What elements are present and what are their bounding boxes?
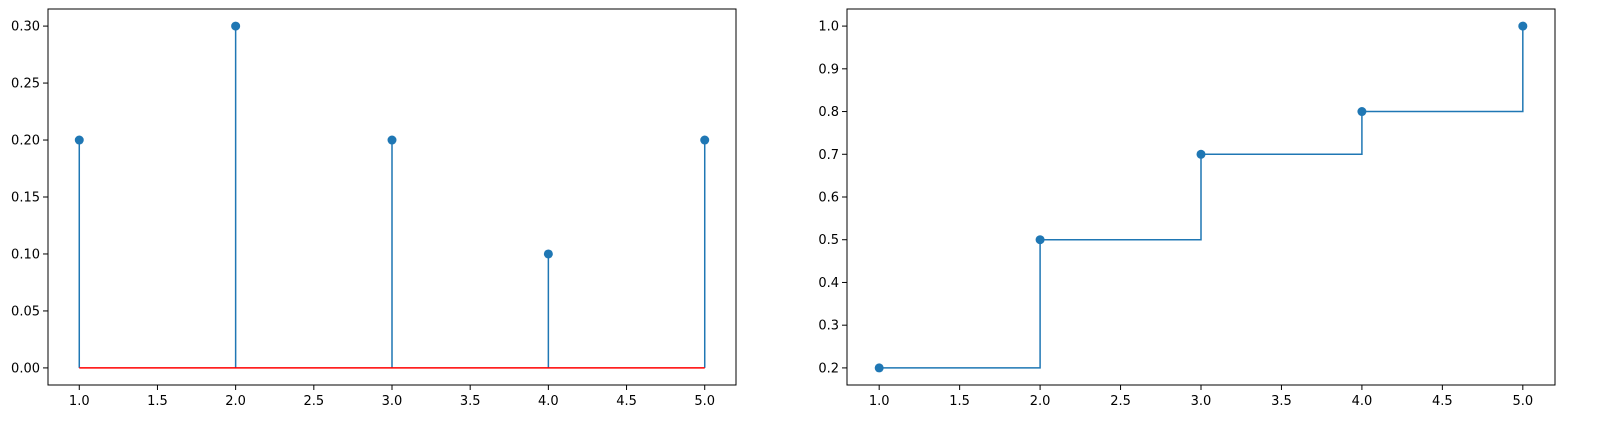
- y-tick-label: 0.15: [11, 191, 40, 206]
- x-tick-label: 4.0: [538, 394, 559, 409]
- y-tick-label: 0.10: [11, 247, 40, 262]
- x-tick-label: 1.5: [147, 394, 168, 409]
- y-tick-label: 0.2: [818, 361, 839, 376]
- x-tick-label: 5.0: [1512, 394, 1533, 409]
- y-tick-label: 0.25: [11, 77, 40, 92]
- x-tick-label: 4.5: [616, 394, 637, 409]
- step-marker: [874, 363, 884, 373]
- y-tick-label: 0.6: [818, 191, 839, 206]
- x-tick-label: 5.0: [694, 394, 715, 409]
- y-tick-label: 0.7: [818, 148, 839, 163]
- x-tick-label: 1.5: [949, 394, 970, 409]
- y-tick-label: 0.30: [11, 20, 40, 35]
- x-tick-label: 3.0: [1191, 394, 1212, 409]
- x-tick-label: 2.5: [303, 394, 324, 409]
- y-tick-label: 0.20: [11, 134, 40, 149]
- x-tick-label: 2.5: [1110, 394, 1131, 409]
- y-tick-label: 0.4: [818, 276, 839, 291]
- x-tick-label: 4.5: [1432, 394, 1453, 409]
- stem-marker: [387, 135, 397, 145]
- x-tick-label: 4.0: [1352, 394, 1373, 409]
- stem-marker: [74, 135, 84, 145]
- y-tick-label: 0.5: [818, 233, 839, 248]
- step-marker: [1196, 149, 1206, 159]
- step-line: [879, 26, 1524, 369]
- x-tick-label: 2.0: [1030, 394, 1051, 409]
- x-tick-label: 1.0: [69, 394, 90, 409]
- step-marker: [1035, 235, 1045, 245]
- x-tick-label: 2.0: [225, 394, 246, 409]
- stem-marker: [231, 21, 241, 31]
- x-tick-label: 3.0: [382, 394, 403, 409]
- y-tick-label: 0.00: [11, 361, 40, 376]
- stem-marker: [700, 135, 710, 145]
- x-tick-label: 3.5: [1271, 394, 1292, 409]
- stem-plot-panel: 1.0 1.5 2.0 2.5 3.0 3.5 4.0 4.5 5.0 0.00 0.05 0.10 0…: [11, 8, 737, 409]
- x-tick-label: 3.5: [460, 394, 481, 409]
- step-marker: [1518, 21, 1528, 31]
- y-tick-label: 0.9: [818, 62, 839, 77]
- y-tick-label: 1.0: [818, 20, 839, 35]
- stem-marker: [543, 249, 553, 259]
- step-plot-panel: 1.0 1.5 2.0 2.5 3.0 3.5 4.0 4.5 5.0 0.2 0.3 0.4 0.5 0…: [818, 8, 1556, 409]
- x-tick-label: 1.0: [869, 394, 890, 409]
- y-tick-label: 0.3: [818, 319, 839, 334]
- y-tick-label: 0.05: [11, 304, 40, 319]
- step-marker: [1357, 107, 1367, 117]
- y-tick-label: 0.8: [818, 105, 839, 120]
